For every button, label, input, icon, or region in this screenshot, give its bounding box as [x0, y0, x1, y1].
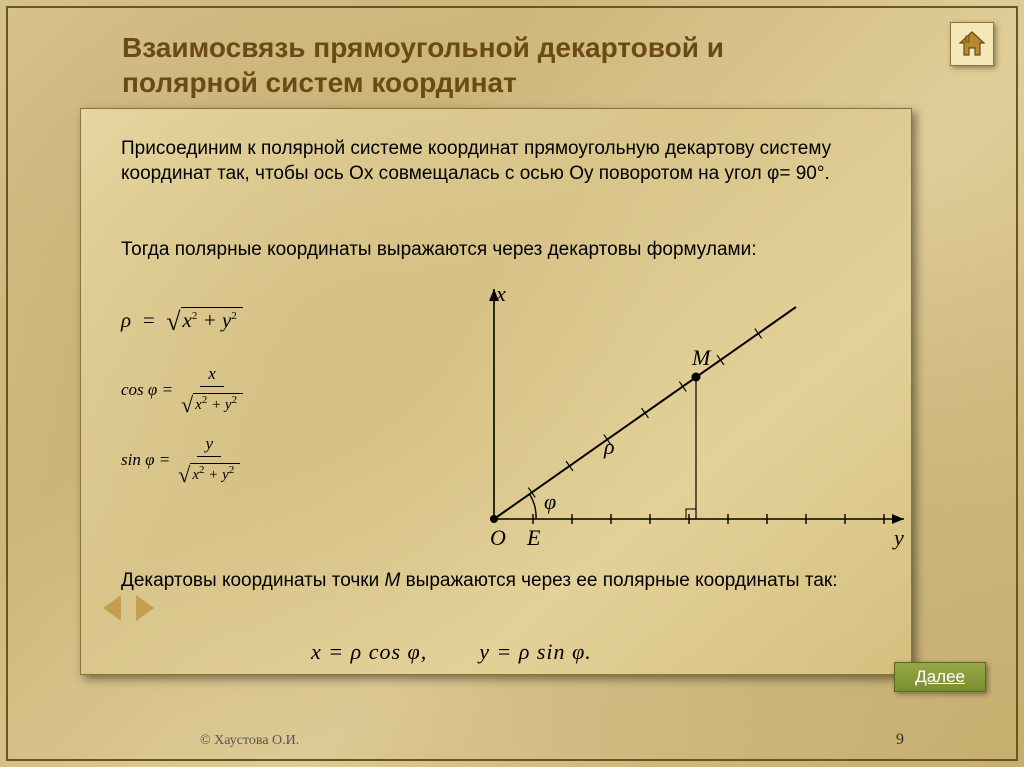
triangle-left-icon	[103, 595, 121, 621]
paragraph-cartesian: Декартовы координаты точки M выражаются …	[121, 569, 881, 594]
svg-text:E: E	[526, 525, 541, 550]
page-number: 9	[896, 731, 904, 749]
formula-sin: sin φ = y √x2 + y2	[121, 434, 240, 485]
formula-cos: cos φ = x √x2 + y2	[121, 364, 243, 415]
copyright: © Хаустова О.И.	[200, 733, 299, 749]
svg-text:y: y	[892, 525, 904, 550]
slide-title: Взаимосвязь прямоугольной декартовой и п…	[122, 30, 842, 100]
dalee-button[interactable]: Далее	[894, 662, 986, 692]
paragraph-formulas-lead: Тогда полярные координаты выражаются чер…	[121, 239, 881, 261]
coordinate-diagram: x y OE Mρ φ	[406, 279, 906, 569]
formula-rho: ρ = √x2 + y2	[121, 304, 243, 334]
prev-button[interactable]	[103, 595, 121, 626]
cos-numerator: x	[200, 364, 224, 387]
content-card: Присоединим к полярной системе координат…	[80, 108, 912, 675]
sin-numerator: y	[197, 434, 221, 457]
svg-text:ρ: ρ	[603, 434, 615, 459]
paragraph-intro: Присоединим к полярной системе координат…	[121, 137, 881, 186]
svg-text:O: O	[490, 525, 506, 550]
home-button[interactable]	[950, 22, 994, 66]
formula-final: x = ρ cos φ, y = ρ sin φ.	[311, 639, 592, 665]
svg-text:x: x	[495, 281, 506, 306]
triangle-right-icon	[136, 595, 154, 621]
svg-text:M: M	[691, 345, 712, 370]
svg-text:φ: φ	[544, 489, 556, 514]
next-button[interactable]	[136, 595, 154, 626]
home-icon	[957, 29, 987, 59]
paragraph-intro-text: Присоединим к полярной системе координат…	[121, 138, 831, 184]
